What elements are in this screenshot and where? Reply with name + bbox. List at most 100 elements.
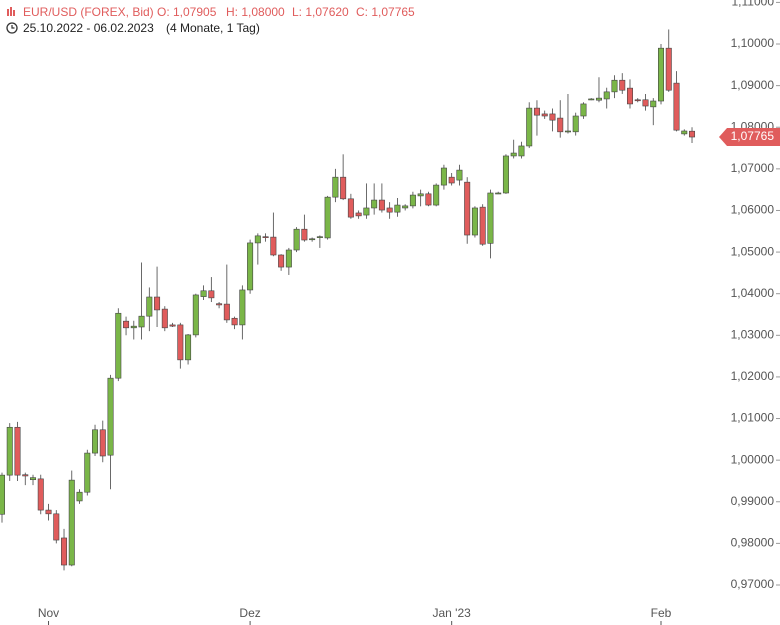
- candle-body: [658, 47, 665, 102]
- clock-icon: [6, 22, 18, 34]
- candle-body: [309, 238, 316, 241]
- candle-body: [440, 167, 447, 186]
- candle-body: [169, 324, 176, 327]
- date-range: 25.10.2022 - 06.02.2023: [23, 21, 154, 35]
- candle-body: [92, 429, 99, 454]
- last-price-tag: [719, 128, 780, 147]
- candle-body: [642, 99, 649, 107]
- y-tick-label: 1,05000: [731, 244, 775, 258]
- candle-body: [386, 207, 393, 213]
- candle-body: [61, 537, 68, 566]
- candle-body: [611, 79, 618, 93]
- x-tick-label: Feb: [651, 606, 672, 620]
- candle-body: [216, 303, 223, 306]
- y-tick-label: 0,98000: [731, 536, 775, 550]
- candle-body: [471, 207, 478, 236]
- clock-hands: [11, 25, 15, 29]
- candle-body: [371, 199, 378, 209]
- candle-body: [340, 176, 347, 200]
- candle-body: [154, 296, 161, 311]
- y-tick-label: 1,04000: [731, 286, 775, 300]
- candle-body: [595, 97, 602, 101]
- candle-body: [270, 236, 277, 256]
- candle-body: [200, 290, 207, 297]
- candle-body: [378, 199, 385, 211]
- candle-body: [681, 130, 688, 135]
- candle-body: [665, 47, 672, 91]
- candle-body: [123, 320, 130, 329]
- candle-body: [138, 315, 145, 328]
- candle-body: [580, 103, 587, 117]
- candle-body: [30, 477, 37, 481]
- ohlc-label: L: 1,07620: [292, 5, 349, 19]
- candle-body: [518, 145, 525, 157]
- candle-body: [161, 308, 168, 329]
- candle-body: [417, 193, 424, 197]
- y-tick-label: 0,97000: [731, 577, 775, 591]
- candle-body: [394, 204, 401, 213]
- candle-body: [526, 107, 533, 147]
- y-tick-label: 1,07000: [731, 161, 775, 175]
- candle-body: [626, 87, 633, 105]
- candle-body: [84, 452, 91, 493]
- y-tick-label: 1,11000: [732, 0, 775, 9]
- candle-body: [239, 289, 246, 326]
- candle-body: [324, 196, 331, 239]
- candle-body: [332, 176, 339, 198]
- candle-body: [68, 479, 75, 566]
- candle-body: [402, 205, 409, 209]
- candle-body: [541, 113, 548, 117]
- candle-body: [0, 474, 6, 515]
- candle-body: [285, 249, 292, 268]
- candle-body: [146, 296, 153, 317]
- candle-body: [533, 107, 540, 116]
- candle-body: [278, 254, 285, 268]
- y-tick-label: 1,02000: [731, 369, 775, 383]
- y-tick-label: 0,99000: [731, 494, 775, 508]
- candle-body: [14, 426, 21, 476]
- candle-body: [37, 478, 44, 511]
- ohlc-label: H: 1,08000: [226, 5, 285, 19]
- x-tick-label: Nov: [38, 606, 59, 620]
- x-tick-label: Dez: [239, 606, 260, 620]
- candle-body: [247, 242, 254, 291]
- candle-body: [45, 509, 52, 515]
- candle-body: [130, 325, 137, 329]
- candle-body: [464, 181, 471, 236]
- candle-body: [99, 429, 106, 457]
- candle-body: [316, 236, 323, 238]
- candle-body: [502, 155, 509, 194]
- candle-body: [409, 194, 416, 207]
- y-tick-label: 1,06000: [731, 203, 775, 217]
- candle-body: [107, 377, 114, 456]
- candle-body: [177, 324, 184, 361]
- chart-title: EUR/USD (FOREX, Bid): [23, 5, 154, 19]
- candle-body: [564, 130, 571, 133]
- candle-body: [557, 117, 564, 133]
- candle-body: [192, 294, 199, 336]
- candle-body: [572, 115, 579, 133]
- candle-body: [487, 192, 494, 244]
- period: (4 Monate, 1 Tag): [166, 21, 260, 35]
- candle-body: [634, 99, 641, 102]
- ohlc-label: C: 1,07765: [356, 5, 415, 19]
- candle-body: [448, 176, 455, 184]
- candle-body: [301, 228, 308, 241]
- ohlc-label: O: 1,07905: [157, 5, 217, 19]
- candle-body: [223, 303, 230, 321]
- candle-body: [650, 100, 657, 108]
- y-tick-label: 1,01000: [731, 411, 775, 425]
- candle-body: [603, 91, 610, 100]
- candle-body: [231, 317, 238, 326]
- y-tick-label: 1,09000: [731, 78, 775, 92]
- candle-body: [495, 192, 502, 195]
- candle-body: [689, 130, 696, 138]
- candle-body: [254, 235, 261, 244]
- candle-body: [619, 79, 626, 91]
- candle-body: [262, 236, 269, 238]
- candle-body: [433, 184, 440, 206]
- candle-body: [76, 491, 83, 502]
- candle-body: [363, 207, 370, 216]
- candle-body: [425, 193, 432, 206]
